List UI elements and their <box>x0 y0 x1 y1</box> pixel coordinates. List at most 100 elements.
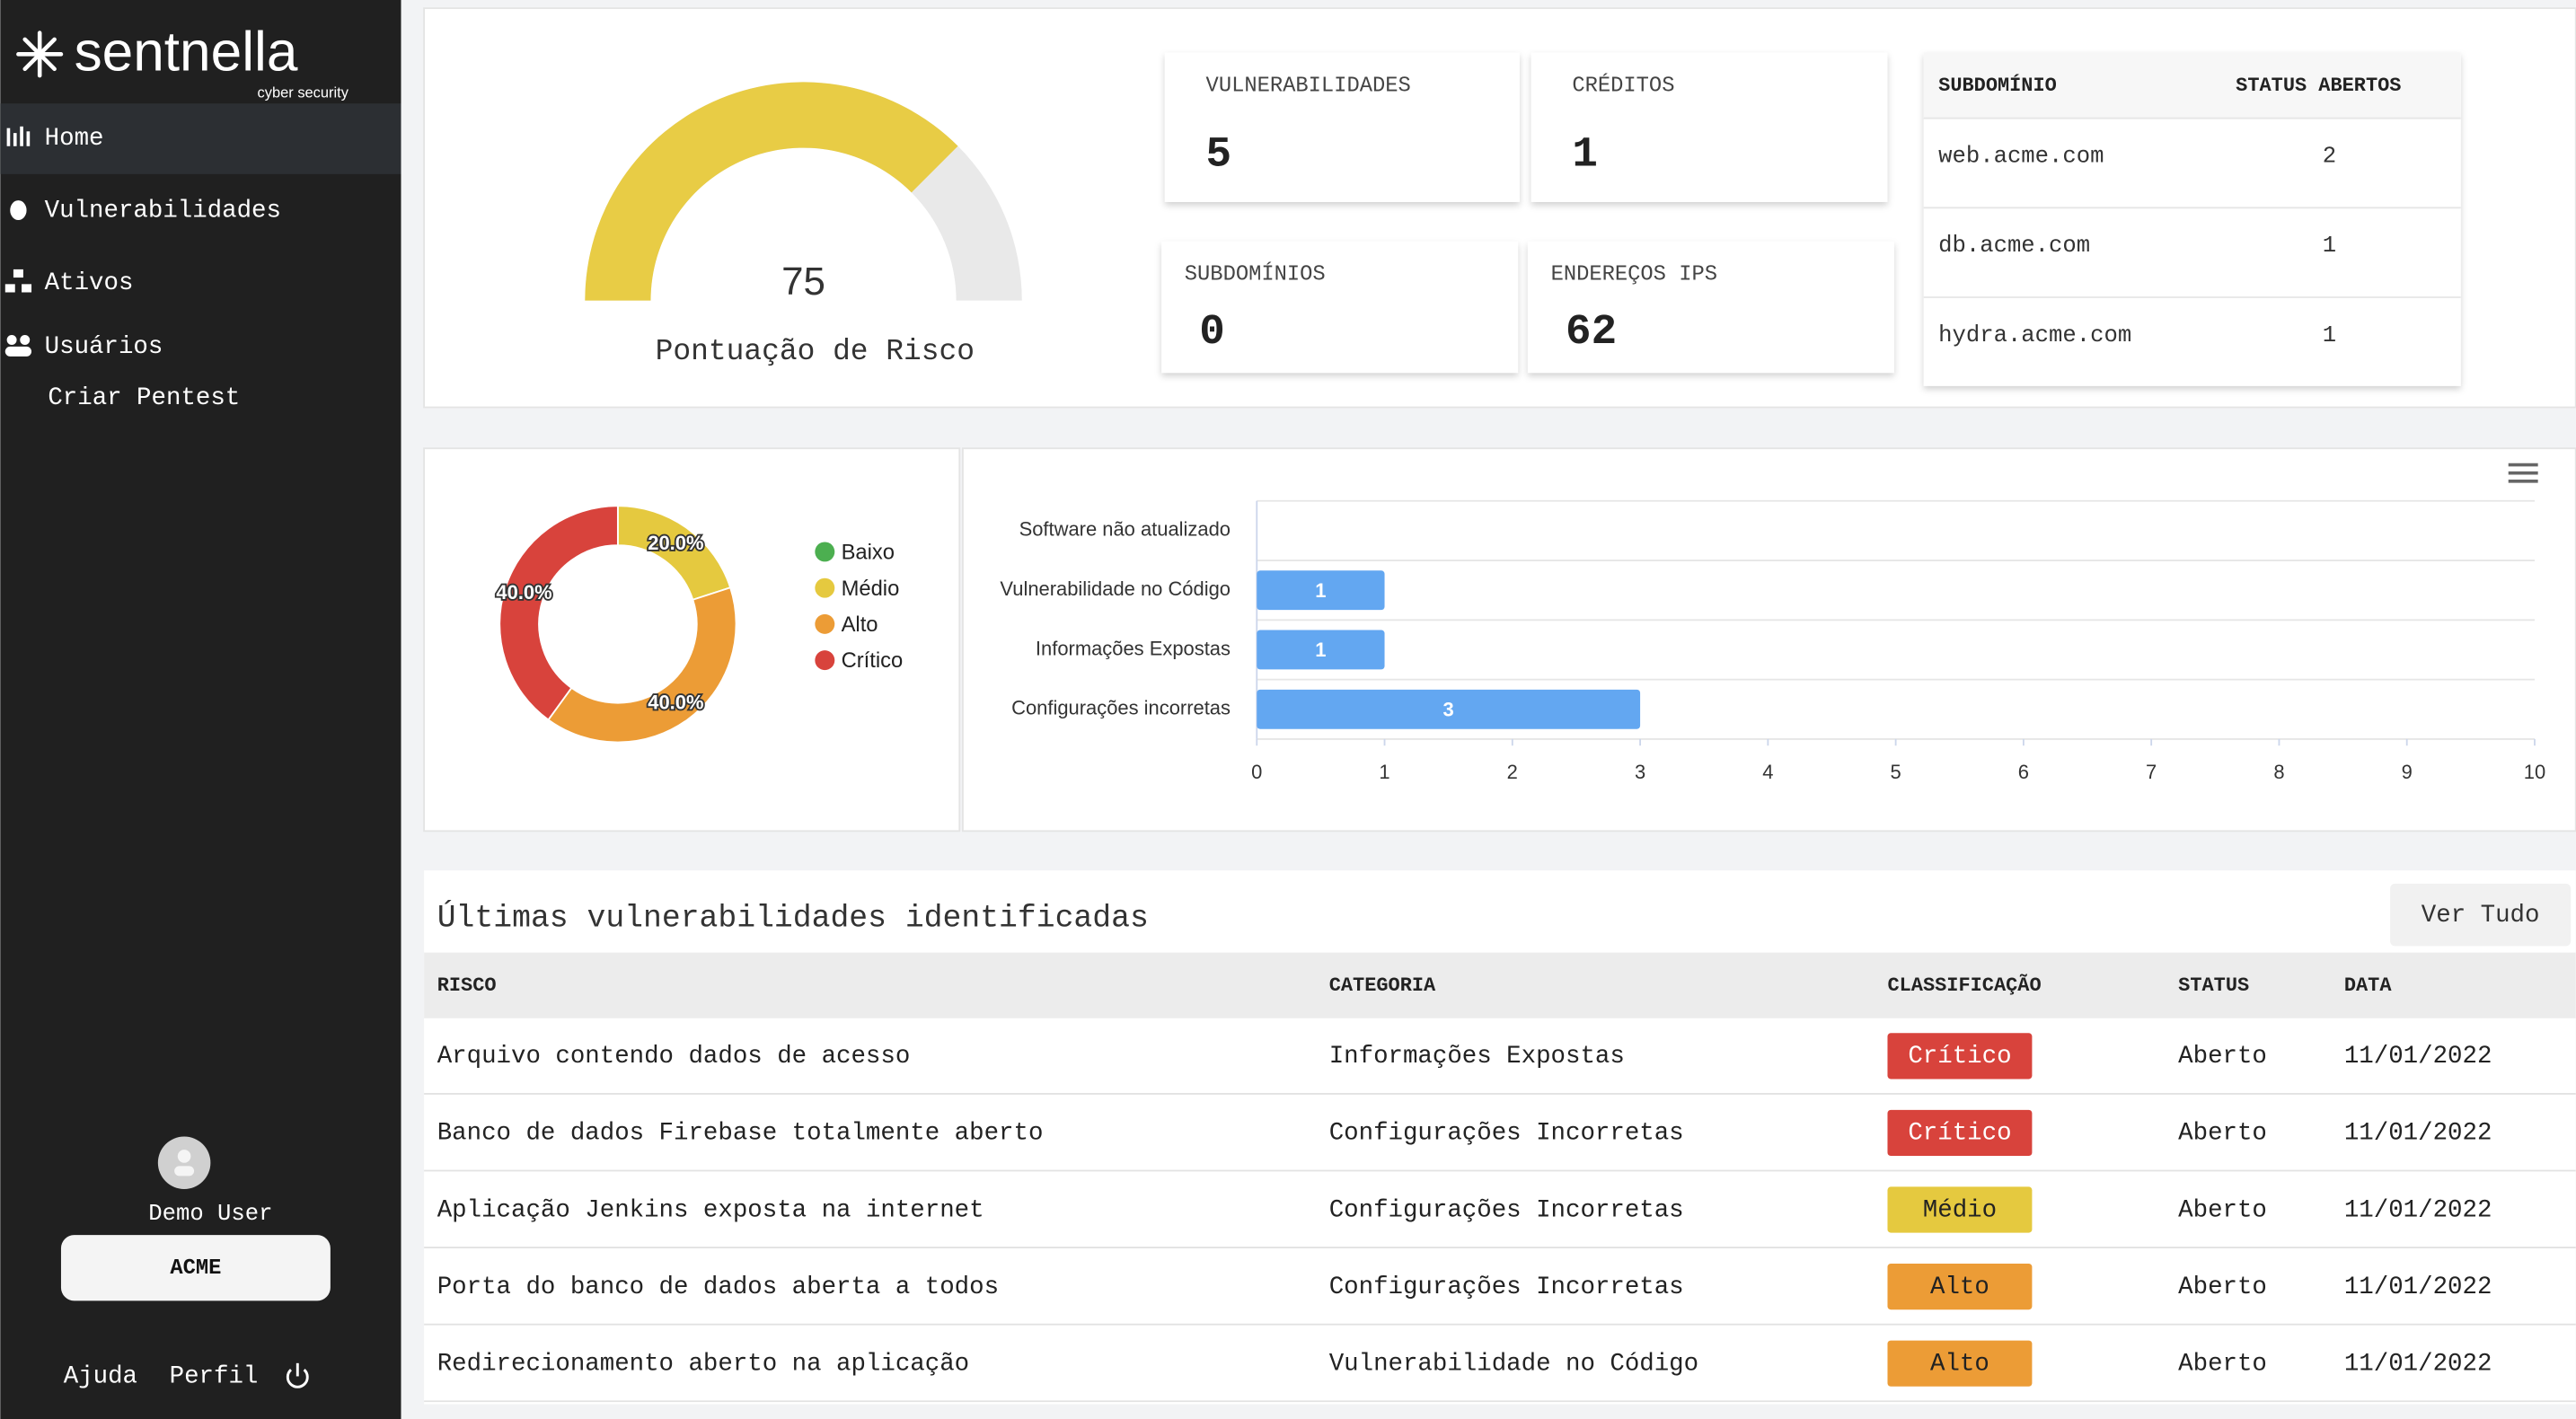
bar <box>1257 689 1641 729</box>
legend-label: Alto <box>842 613 878 637</box>
bar-label: 1 <box>1315 639 1326 661</box>
nav-item[interactable]: Vulnerabilidades <box>45 197 281 225</box>
legend-marker <box>815 650 835 671</box>
stat-label: SUBDOMÍNIOS <box>1185 262 1326 287</box>
td: Vulnerabilidade no Código <box>1329 1350 1698 1378</box>
severity-label: Médio <box>1923 1196 1997 1224</box>
td: Redirecionamento aberto na aplicação <box>437 1350 969 1378</box>
stat-value: 1 <box>1572 130 1598 179</box>
stat-value: 5 <box>1206 130 1232 179</box>
severity-label: Alto <box>1930 1350 1989 1378</box>
nav-active <box>0 103 401 174</box>
stat-card <box>1161 241 1519 374</box>
org-button[interactable] <box>60 1235 331 1301</box>
y-tick-label: Software não atualizado <box>1019 518 1231 541</box>
td: Aberto <box>2178 1196 2267 1224</box>
stat-value: 62 <box>1566 308 1617 357</box>
gauge-value: 75 <box>781 260 825 304</box>
td: Aberto <box>2178 1274 2267 1301</box>
td: 1 <box>2323 233 2336 259</box>
donut-label: 40.0% <box>496 581 551 604</box>
td: Aberto <box>2178 1120 2267 1148</box>
td: Informações Expostas <box>1329 1043 1625 1071</box>
severity-badge <box>1887 1033 2033 1080</box>
stat-label: ENDEREÇOS IPS <box>1551 263 1717 287</box>
stat-cards: VULNERABILIDADES 5 CRÉDITOS 1 SUBDOMÍNIOS 0 EN… <box>1161 52 1894 374</box>
nav: Home Vulnerabilidades Ativos Usuários Criar … <box>45 125 281 412</box>
bar-chart: 0 1 2 3 4 5 6 7 8 9 10 Software não atualizado Vulne… <box>1000 499 2545 783</box>
nav-item[interactable]: Criar Pentest <box>48 384 240 412</box>
td: Porta do banco de dados aberta a todos <box>437 1274 999 1301</box>
td: 11/01/2022 <box>2344 1274 2492 1301</box>
th: CLASSIFICAÇÃO <box>1887 974 2041 997</box>
x-tick-label: 4 <box>1762 761 1773 783</box>
logo: sentnella <box>75 22 298 84</box>
td: 11/01/2022 <box>2344 1120 2492 1148</box>
td: Configurações Incorretas <box>1329 1120 1684 1148</box>
td: 11/01/2022 <box>2344 1196 2492 1224</box>
severity-badge <box>1887 1264 2033 1310</box>
x-tick-label: 0 <box>1251 761 1262 783</box>
td: 11/01/2022 <box>2344 1043 2492 1071</box>
td: Configurações Incorretas <box>1329 1196 1684 1224</box>
logout-icon[interactable] <box>286 1362 309 1388</box>
severity-badge <box>1887 1109 2033 1157</box>
legend-label: Médio <box>842 577 900 601</box>
th: CATEGORIA <box>1329 974 1436 997</box>
severity-label: Crítico <box>1908 1043 2011 1071</box>
td: 2 <box>2323 143 2336 169</box>
bar <box>1257 570 1385 611</box>
td: Arquivo contendo dados de acesso <box>437 1043 911 1071</box>
donut-slice <box>498 505 619 721</box>
footer-link[interactable]: Perfil <box>170 1363 259 1391</box>
org-name[interactable]: ACME <box>170 1256 221 1281</box>
nav-icons <box>4 126 32 357</box>
y-tick-label: Configurações incorretas <box>1011 697 1231 719</box>
y-tick-label: Informações Expostas <box>1036 637 1231 659</box>
x-tick-label: 5 <box>1891 761 1901 783</box>
user-name: Demo User <box>148 1201 272 1227</box>
th: STATUS <box>2178 974 2249 997</box>
legend-label: Baixo <box>842 541 895 565</box>
nav-item[interactable]: Usuários <box>45 333 163 361</box>
th: RISCO <box>437 974 497 997</box>
logo-icon <box>16 31 64 78</box>
stat-label: CRÉDITOS <box>1572 73 1674 98</box>
x-tick-label: 8 <box>2273 761 2284 783</box>
bar-panel <box>962 447 2576 833</box>
stat-card <box>1531 52 1888 202</box>
td: Configurações Incorretas <box>1329 1274 1684 1301</box>
donut-label: 20.0% <box>648 532 703 554</box>
legend-marker <box>815 613 835 634</box>
td: 11/01/2022 <box>2344 1350 2492 1378</box>
see-all-button[interactable] <box>2390 883 2572 947</box>
x-tick-label: 10 <box>2524 761 2545 783</box>
avatar-icon <box>174 1166 195 1177</box>
x-tick-label: 9 <box>2402 761 2413 783</box>
table-title: Últimas vulnerabilidades identificadas <box>437 899 1149 936</box>
td: 1 <box>2323 322 2336 348</box>
td: web.acme.com <box>1938 143 2104 169</box>
th: DATA <box>2344 974 2392 997</box>
nav-item[interactable]: Home <box>45 125 104 153</box>
th: SUBDOMÍNIO <box>1938 74 2057 97</box>
footer-link[interactable]: Ajuda <box>64 1363 137 1391</box>
subdomain-rows: SUBDOMÍNIO STATUS ABERTOS web.acme.com 2 db.… <box>1923 74 2461 348</box>
stat-card <box>1527 241 1894 374</box>
td: Aberto <box>2178 1350 2267 1378</box>
vuln-table: RISCO CATEGORIA CLASSIFICAÇÃO STATUS DATA Arq… <box>424 974 2576 1403</box>
stat-value: 0 <box>1199 308 1225 357</box>
x-tick-label: 1 <box>1379 761 1389 783</box>
table-header <box>424 952 2576 1018</box>
x-tick-label: 6 <box>2018 761 2029 783</box>
donut-chart: Baixo 20.0% Médio 40.0% Alto 40.0% Crítico <box>495 505 903 744</box>
nav-item[interactable]: Ativos <box>45 269 134 297</box>
donut-label: 40.0% <box>648 691 703 713</box>
donut-slice <box>547 586 737 744</box>
see-all-label[interactable]: Ver Tudo <box>2422 902 2540 930</box>
gauge <box>585 82 1022 301</box>
tagline: cyber security <box>258 85 349 101</box>
chart-menu[interactable] <box>2508 463 2538 483</box>
severity-badge <box>1887 1186 2033 1233</box>
